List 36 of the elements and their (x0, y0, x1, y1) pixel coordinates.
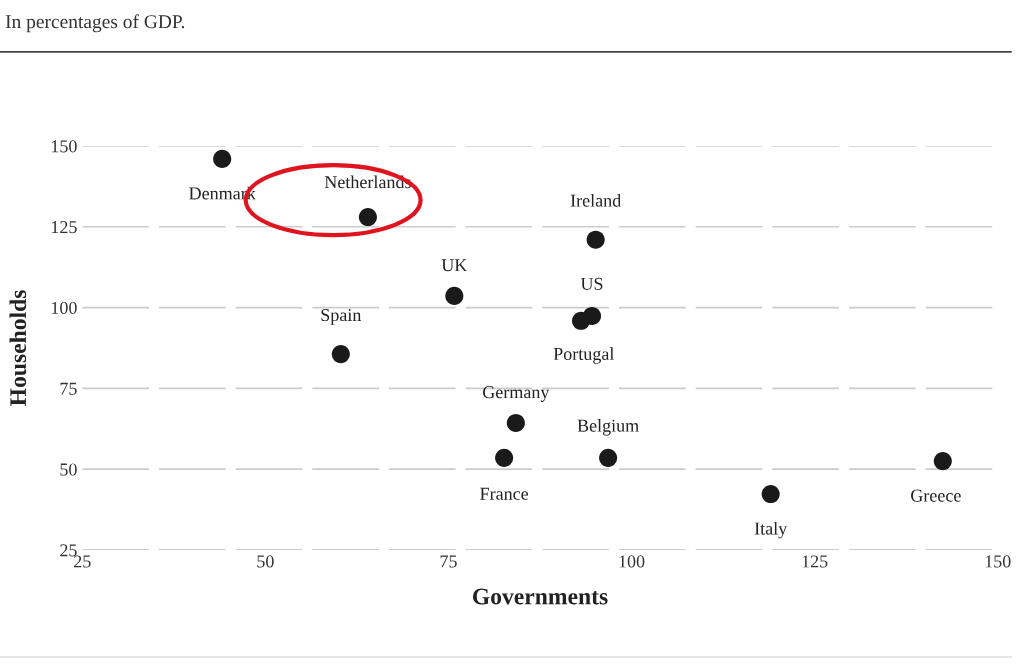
point (213, 149, 232, 168)
y-axis-title: Households (9, 290, 27, 406)
series-label: Italy (754, 521, 788, 539)
point (506, 413, 525, 432)
chart-subtitle: In percentages of GDP. (5, 14, 185, 33)
series-label: Belgium (577, 419, 639, 436)
x-tick-label: 125 (802, 555, 828, 568)
point (445, 286, 464, 305)
y-tick-label: 125 (51, 221, 77, 234)
series-label: UK (441, 259, 468, 272)
x-tick-label: 150 (985, 555, 1011, 568)
x-tick-label: 50 (257, 555, 274, 568)
series-label: France (480, 487, 529, 500)
point (586, 230, 605, 249)
y-tick-label: 25 (60, 544, 77, 557)
series-label: Spain (321, 308, 362, 325)
series-label: Germany (482, 386, 550, 402)
x-tick-label: 25 (74, 555, 91, 568)
series-label: US (580, 277, 603, 290)
x-axis-title: Governments (472, 588, 608, 605)
point (571, 311, 591, 330)
series-label: Greece (911, 489, 961, 502)
point (331, 345, 350, 364)
y-tick-label: 100 (51, 301, 77, 314)
y-tick-label: 50 (60, 463, 77, 476)
point (933, 452, 952, 471)
point (495, 448, 514, 467)
y-tick-label: 75 (60, 382, 77, 395)
point (358, 208, 377, 227)
series-label: Ireland (570, 194, 621, 207)
point (599, 448, 618, 467)
x-tick-label: 75 (440, 555, 457, 568)
x-tick-label: 100 (619, 555, 645, 568)
y-tick-label: 150 (51, 140, 77, 153)
series-label: Portugal (553, 347, 615, 364)
point (761, 484, 780, 504)
